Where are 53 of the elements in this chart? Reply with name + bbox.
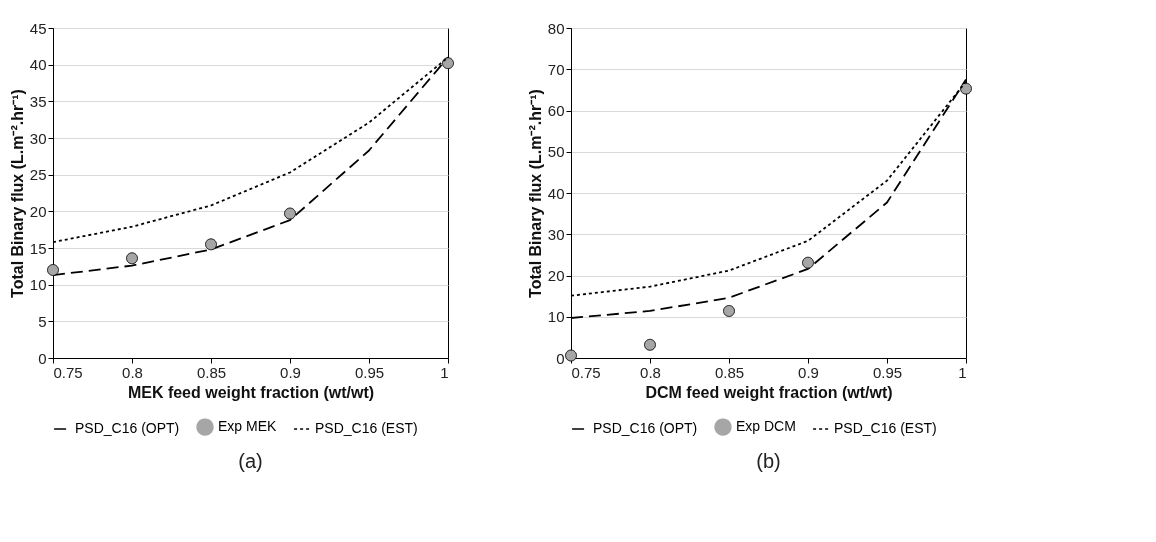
- y-tick-label: 15: [29, 239, 47, 257]
- point: [284, 207, 296, 220]
- x-tick-label: 0.85: [714, 363, 745, 381]
- legend-label: PSD_C16 (OPT): [75, 420, 180, 436]
- y-tick-label: 40: [29, 56, 47, 74]
- x-tick-label: 0.95: [354, 363, 385, 381]
- y-tick-label: 5: [38, 312, 47, 330]
- x-tick-label: 0.95: [872, 363, 903, 381]
- x-tick-label: 1: [958, 363, 967, 381]
- x-tick-label: 0.75: [571, 363, 601, 381]
- y-tick-label: 40: [547, 184, 565, 202]
- y-tick-label: 70: [547, 60, 565, 78]
- x-tick-label: 0.9: [798, 363, 819, 381]
- y-tick-label: 25: [29, 166, 47, 184]
- x-tick-label: 1: [440, 363, 449, 381]
- legend-label: PSD_C16 (EST): [834, 420, 937, 436]
- legend-label: PSD_C16 (EST): [315, 420, 418, 436]
- y-tick-label: 30: [547, 225, 565, 243]
- point: [205, 238, 217, 251]
- legend-label: Exp DCM: [736, 418, 796, 435]
- point: [723, 305, 735, 317]
- text: (a): [238, 450, 263, 472]
- y-tick-label: 20: [29, 202, 47, 220]
- y-tick-label: 0: [556, 349, 565, 367]
- x-tick-label: 0.9: [280, 363, 301, 381]
- point: [644, 338, 656, 351]
- y-tick-label: 0: [38, 349, 47, 367]
- y-tick-label: 10: [29, 276, 47, 294]
- y-axis-title: Total Binary flux (L.m⁻².hr⁻¹): [526, 89, 544, 298]
- y-tick-label: 45: [29, 19, 47, 37]
- x-tick-label: 0.8: [640, 363, 661, 381]
- x-tick-label: 0.75: [53, 363, 83, 381]
- text: (b): [756, 450, 781, 472]
- x-axis-title: DCM feed weight fraction (wt/wt): [645, 383, 893, 401]
- y-tick-label: 35: [29, 92, 47, 110]
- x-axis-title: MEK feed weight fraction (wt/wt): [127, 383, 375, 401]
- point: [126, 252, 138, 265]
- y-tick-label: 60: [547, 102, 565, 119]
- x-tick-label: 0.8: [122, 363, 143, 381]
- y-tick-label: 80: [547, 19, 565, 37]
- point: [960, 82, 972, 95]
- y-tick-label: 10: [547, 308, 565, 326]
- y-axis-title: Total Binary flux (L.m⁻².hr⁻¹): [8, 89, 26, 298]
- y-tick-label: 50: [547, 143, 565, 161]
- point: [442, 57, 454, 70]
- x-tick-label: 0.85: [196, 363, 227, 381]
- y-tick-label: 30: [29, 129, 47, 147]
- point: [565, 349, 577, 362]
- legend-label: Exp MEK: [218, 418, 278, 435]
- point: [802, 256, 814, 269]
- y-tick-label: 20: [547, 267, 565, 284]
- legend-label: PSD_C16 (OPT): [593, 420, 698, 436]
- point: [47, 264, 59, 276]
